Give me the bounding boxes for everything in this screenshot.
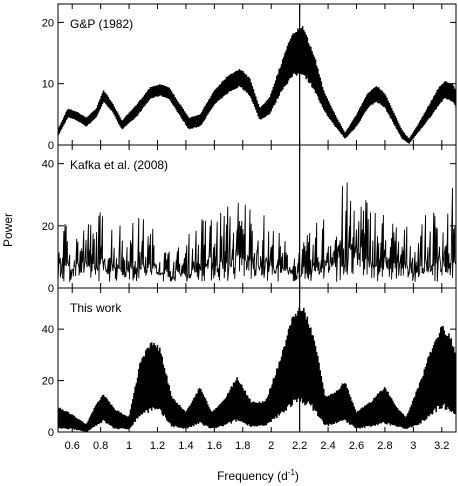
xtick-label-5: 1.6 xyxy=(207,440,222,452)
panel-2: 0 20 40 Kafka et al. (2008) xyxy=(42,144,457,295)
xtick-label-9: 2.4 xyxy=(320,440,335,452)
panel-3-frame xyxy=(57,287,457,433)
panel-1-label: G&P (1982) xyxy=(70,17,133,31)
panel-3-ytick-label-1: 20 xyxy=(42,376,54,388)
xtick-label-13: 3.2 xyxy=(434,440,449,452)
xtick-label-1: 0.8 xyxy=(93,440,108,452)
xtick-label-7: 2 xyxy=(268,440,274,452)
xtick-label-11: 2.8 xyxy=(377,440,392,452)
panel-2-ytick-label-2: 40 xyxy=(42,159,54,171)
panel-1-series xyxy=(58,26,456,144)
x-axis-title-close: ) xyxy=(295,469,299,483)
panel-2-label: Kafka et al. (2008) xyxy=(70,158,168,172)
panel-1-ytick-label-2: 20 xyxy=(42,17,54,29)
xtick-label-12: 3 xyxy=(410,440,416,452)
x-axis-title-sup: -1 xyxy=(288,468,296,477)
panel-2-ytick-label-0: 0 xyxy=(48,283,54,295)
xtick-label-6: 1.8 xyxy=(235,440,250,452)
panel-3-label: This work xyxy=(70,301,122,315)
y-axis-title: Power xyxy=(1,213,15,247)
panel-1-ytick-label-1: 10 xyxy=(42,79,54,91)
x-axis-title: Frequency (d-1) xyxy=(217,468,299,483)
panel-3: 0 20 40 This work xyxy=(42,287,457,439)
panel-2-ytick-label-1: 20 xyxy=(42,221,54,233)
panel-1-ytick-label-0: 0 xyxy=(48,140,54,152)
panel-3-ytick-label-0: 0 xyxy=(48,427,54,439)
panel-3-series xyxy=(58,307,456,432)
xtick-label-4: 1.4 xyxy=(178,440,193,452)
x-axis-title-main: Frequency (d xyxy=(217,469,288,483)
panel-1: 0 10 20 G&P (1982) xyxy=(42,3,457,152)
xtick-label-10: 2.6 xyxy=(349,440,364,452)
xtick-label-0: 0.6 xyxy=(65,440,80,452)
xtick-label-2: 1 xyxy=(126,440,132,452)
panel-2-series xyxy=(58,182,456,282)
xtick-label-8: 2.2 xyxy=(292,440,307,452)
xtick-label-3: 1.2 xyxy=(150,440,165,452)
panel-3-ytick-label-2: 40 xyxy=(42,324,54,336)
